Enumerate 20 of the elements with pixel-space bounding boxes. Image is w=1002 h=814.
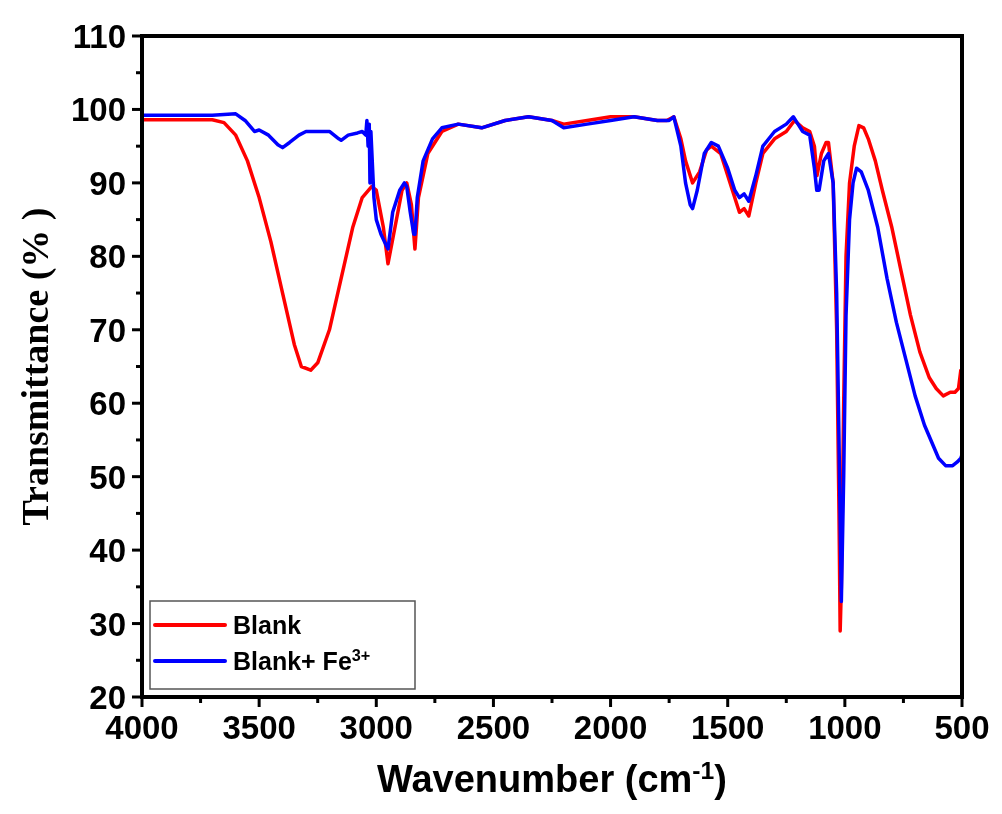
x-tick-label: 1000	[808, 709, 882, 746]
x-tick-label: 3500	[222, 709, 296, 746]
x-tick-label: 1500	[691, 709, 765, 746]
y-tick-label: 90	[89, 164, 126, 202]
x-axis-title: Wavenumber (cm$^{-1}$)	[377, 756, 727, 800]
y-tick-label: 100	[70, 91, 126, 129]
y-tick-label: 30	[89, 605, 126, 643]
legend-label: Blank	[233, 611, 302, 639]
legend-label: Blank+ Fe$^{3+}$	[233, 646, 371, 675]
x-tick-label: 500	[934, 709, 990, 746]
y-axis-title: Transmittance (% )	[14, 207, 57, 526]
y-tick-label: 60	[89, 385, 126, 423]
x-tick-label: 3000	[339, 709, 413, 746]
y-tick-label: 80	[89, 238, 126, 276]
x-tick-label: 2000	[573, 709, 648, 746]
x-tick-label: 2500	[456, 709, 531, 746]
y-tick-label: 50	[89, 458, 126, 496]
y-tick-label: 110	[72, 18, 126, 55]
y-tick-label: 70	[89, 311, 126, 349]
y-tick-label: 40	[89, 532, 126, 570]
